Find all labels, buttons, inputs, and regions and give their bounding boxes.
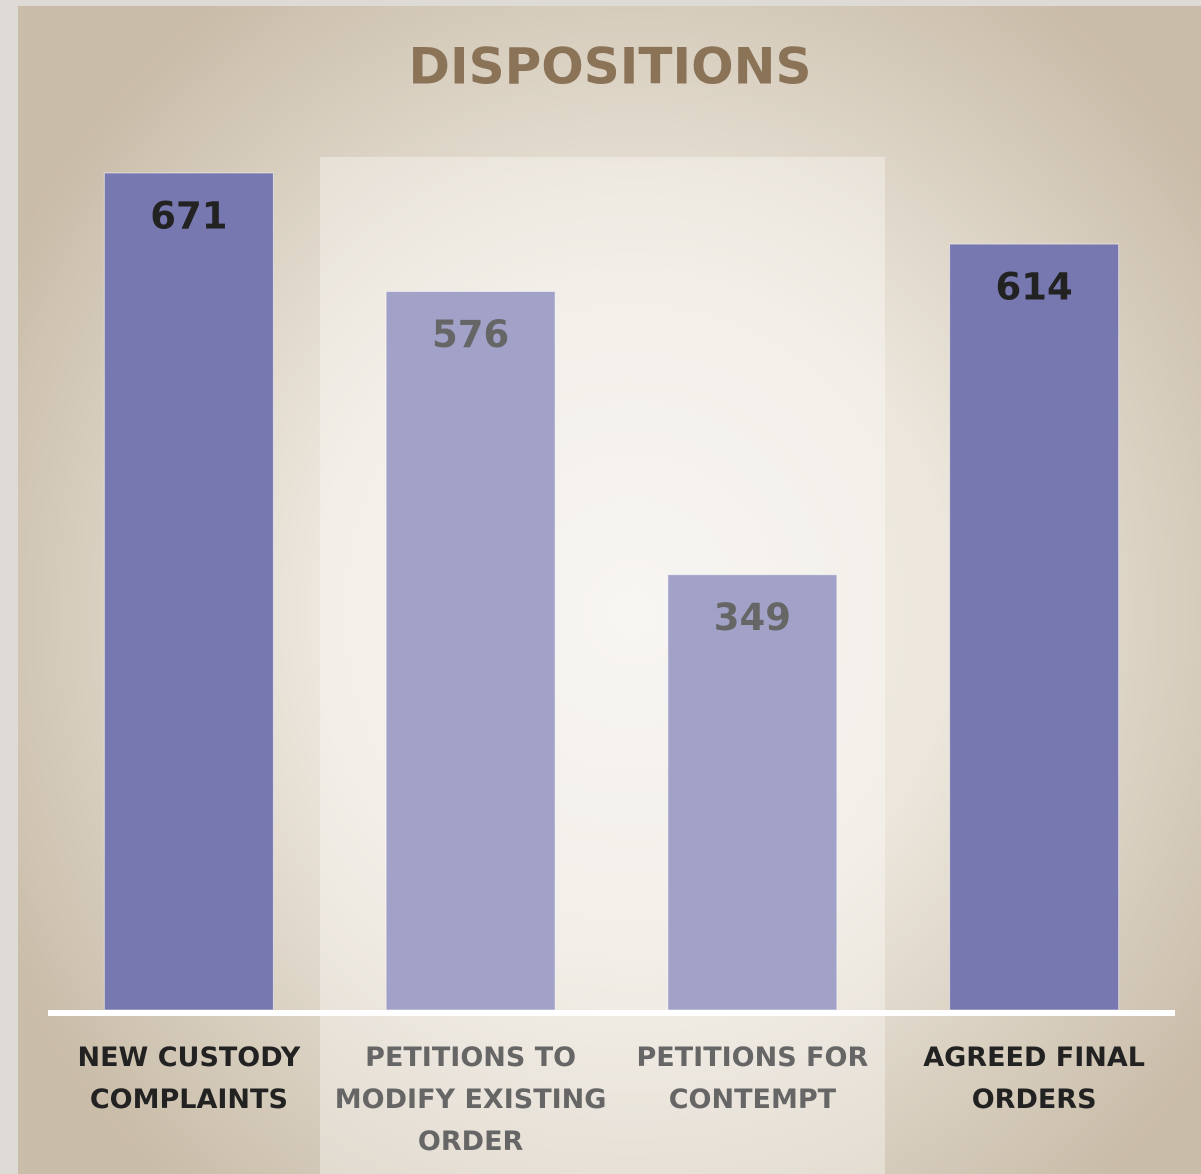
value-label: 576 xyxy=(432,313,509,356)
chart-title: DISPOSITIONS xyxy=(409,38,812,96)
bar xyxy=(103,172,274,1011)
baseline xyxy=(48,1010,1175,1016)
value-label: 614 xyxy=(996,266,1073,309)
x-tick-label: PETITIONS FOR CONTEMPT xyxy=(636,1042,869,1115)
value-label: 671 xyxy=(150,195,227,238)
value-label: 349 xyxy=(714,596,791,639)
x-tick-label: PETITIONS TO MODIFY EXISTING ORDER xyxy=(334,1042,607,1157)
bar xyxy=(385,291,556,1011)
x-tick-label: NEW CUSTODY COMPLAINTS xyxy=(77,1042,301,1115)
bar xyxy=(667,574,838,1011)
bar xyxy=(949,243,1120,1011)
x-tick-label: AGREED FINAL ORDERS xyxy=(923,1042,1145,1115)
